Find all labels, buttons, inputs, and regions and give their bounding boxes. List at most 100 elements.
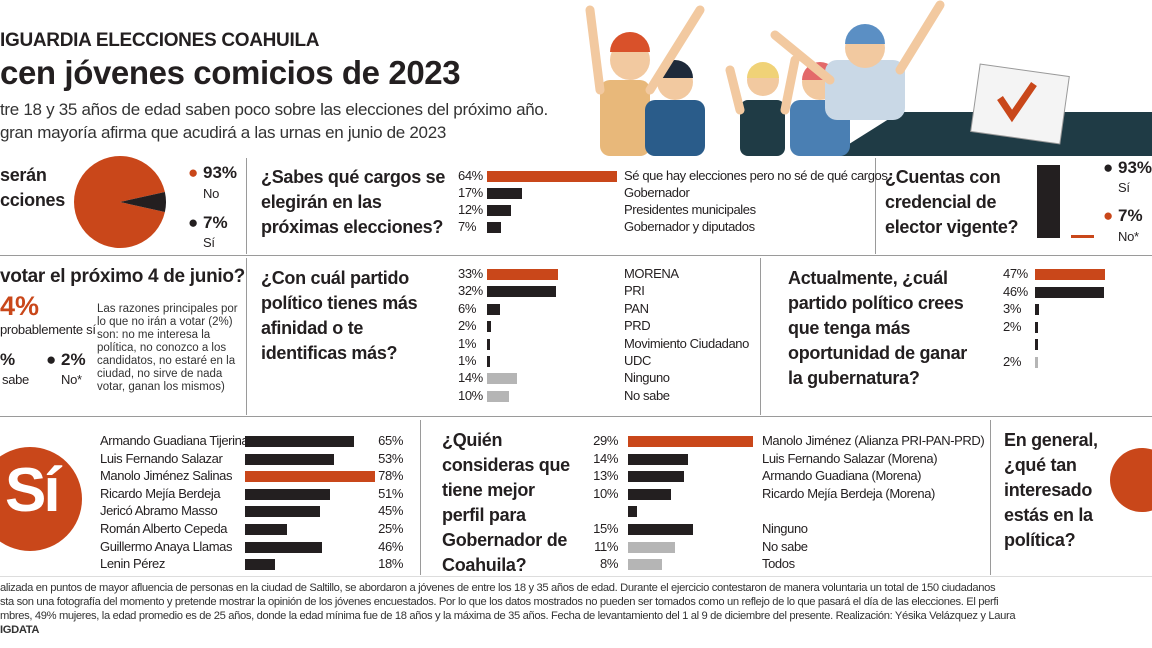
bar-pct-label: 17% — [458, 185, 483, 200]
divider — [246, 158, 247, 254]
bar-pct-label: 29% — [593, 433, 618, 448]
credencial-pct-no: 7% — [1118, 206, 1143, 225]
legend-dot: ● — [1103, 158, 1118, 177]
divider — [875, 158, 876, 254]
pie-label-no: No — [203, 186, 220, 201]
bar-pct-label: 3% — [1003, 301, 1021, 317]
footer-credit: IGDATA — [0, 624, 40, 636]
bar — [1035, 357, 1038, 368]
bar-pct-label: 46% — [378, 538, 403, 554]
bar-pct-label: 2% — [458, 318, 476, 334]
bar-pct-label: 2% — [1003, 354, 1021, 369]
subtitle-line-1: tre 18 y 35 años de edad saben poco sobr… — [0, 100, 548, 119]
bar-category-label: Movimiento Ciudadano — [624, 335, 749, 351]
bar — [487, 338, 490, 350]
divider — [246, 258, 247, 415]
divider — [0, 255, 1152, 256]
legend-no: ● 7% — [1103, 206, 1143, 226]
bar-category-label: Armando Guadiana Tijerina — [100, 433, 249, 448]
bar — [1035, 339, 1038, 351]
gubernatura-question: Actualmente, ¿cuál partido político cree… — [788, 268, 968, 388]
bar-category-label: Ricardo Mejía Berdeja (Morena) — [762, 485, 935, 501]
bar-pct-label: 45% — [378, 503, 403, 519]
bar-pct-label: 46% — [1003, 283, 1028, 299]
bar — [628, 488, 671, 500]
bar-pct-label: 2% — [1003, 318, 1021, 334]
people-icon — [585, 0, 945, 156]
pie-title-line-2: cciones — [0, 190, 65, 210]
kicker: IGUARDIA ELECCIONES COAHUILA — [0, 30, 320, 51]
bar-category-label: PRI — [624, 283, 645, 299]
legend-no: ● 93% — [188, 163, 237, 183]
bar — [628, 524, 693, 535]
bar-pct-label: 14% — [458, 370, 483, 386]
bar-category-label: Luis Fernando Salazar (Morena) — [762, 450, 938, 466]
bar-category-label: Todos — [762, 556, 795, 572]
legend-dot: ● — [46, 350, 61, 369]
bar — [487, 356, 490, 367]
bar-pct-label: 1% — [458, 353, 476, 368]
bar-pct-label: 11% — [594, 538, 618, 554]
divider — [760, 258, 761, 415]
bar — [245, 436, 354, 447]
bar — [1071, 234, 1094, 238]
bar-pct-label: 10% — [458, 387, 483, 403]
bar — [1035, 304, 1040, 316]
bar-pct-label: 7% — [458, 219, 476, 234]
bar-category-label: No sabe — [624, 387, 670, 403]
bar-category-label: Ricardo Mejía Berdeja — [100, 485, 221, 501]
afinidad-question: ¿Con cuál partido político tienes más af… — [261, 268, 418, 363]
bar — [487, 205, 512, 216]
bar-category-label: Manolo Jiménez (Alianza PRI-PAN-PRD) — [762, 433, 985, 448]
bar-pct-label: 25% — [378, 521, 403, 536]
checkmark-icon — [997, 82, 1037, 123]
legend-dot: ● — [188, 213, 203, 232]
bar-category-label: Jericó Abramo Masso — [100, 503, 218, 519]
bar — [245, 541, 322, 553]
bar-pct-label: 33% — [458, 266, 483, 281]
credencial-question: ¿Cuentas con credencial de elector vigen… — [885, 167, 1019, 237]
bar — [245, 506, 321, 518]
credencial-label-si: Sí — [1118, 180, 1130, 195]
credencial-label-no: No* — [1118, 229, 1139, 244]
legend-dot: ● — [188, 163, 203, 182]
bar-category-label: MORENA — [624, 266, 679, 281]
bar-pct-label: 47% — [1003, 266, 1028, 281]
bar — [628, 453, 689, 465]
pie-slice-sí — [120, 191, 166, 213]
bar — [628, 506, 637, 518]
bar — [245, 471, 376, 483]
legend-si: ● 7% — [188, 213, 228, 233]
bar — [487, 188, 522, 199]
votar-question: votar el próximo 4 de junio? — [0, 266, 245, 287]
bar-pct-label: 18% — [378, 556, 403, 572]
bar-pct-label: 13% — [593, 468, 618, 484]
votar-main-pct: 4% — [0, 291, 40, 321]
bar-category-label: PRD — [624, 318, 651, 334]
pie-chart — [73, 156, 166, 248]
bar — [1035, 269, 1106, 280]
bar — [628, 471, 684, 483]
si-badge — [0, 447, 82, 551]
votar-no-pct: 2% — [61, 350, 86, 369]
bar-category-label: Presidentes municipales — [624, 202, 756, 217]
bar-pct-label: 78% — [378, 468, 403, 484]
bar-category-label: Lenin Pérez — [100, 556, 165, 572]
bar-category-label: Sé que hay elecciones pero no sé de qué … — [624, 168, 888, 183]
bar-pct-label: 14% — [593, 450, 618, 466]
interest-question: En general, ¿qué tan interesado estás en… — [1004, 430, 1098, 550]
bar — [487, 222, 502, 233]
bar — [628, 541, 676, 553]
bar-category-label: Armando Guadiana (Morena) — [762, 468, 922, 484]
divider — [420, 420, 421, 575]
votar-second-label: sabe — [2, 372, 29, 387]
bar-category-label: PAN — [624, 300, 649, 316]
pie-title-line-1: serán — [0, 165, 47, 185]
bar — [245, 559, 276, 571]
youth-voting-illustration — [585, 0, 1152, 156]
votar-no-label: No* — [61, 372, 82, 387]
bar — [487, 171, 617, 182]
bar-pct-label: 64% — [458, 168, 483, 183]
bar-pct-label: 65% — [378, 433, 403, 448]
pie-pct-no: 93% — [203, 163, 238, 182]
